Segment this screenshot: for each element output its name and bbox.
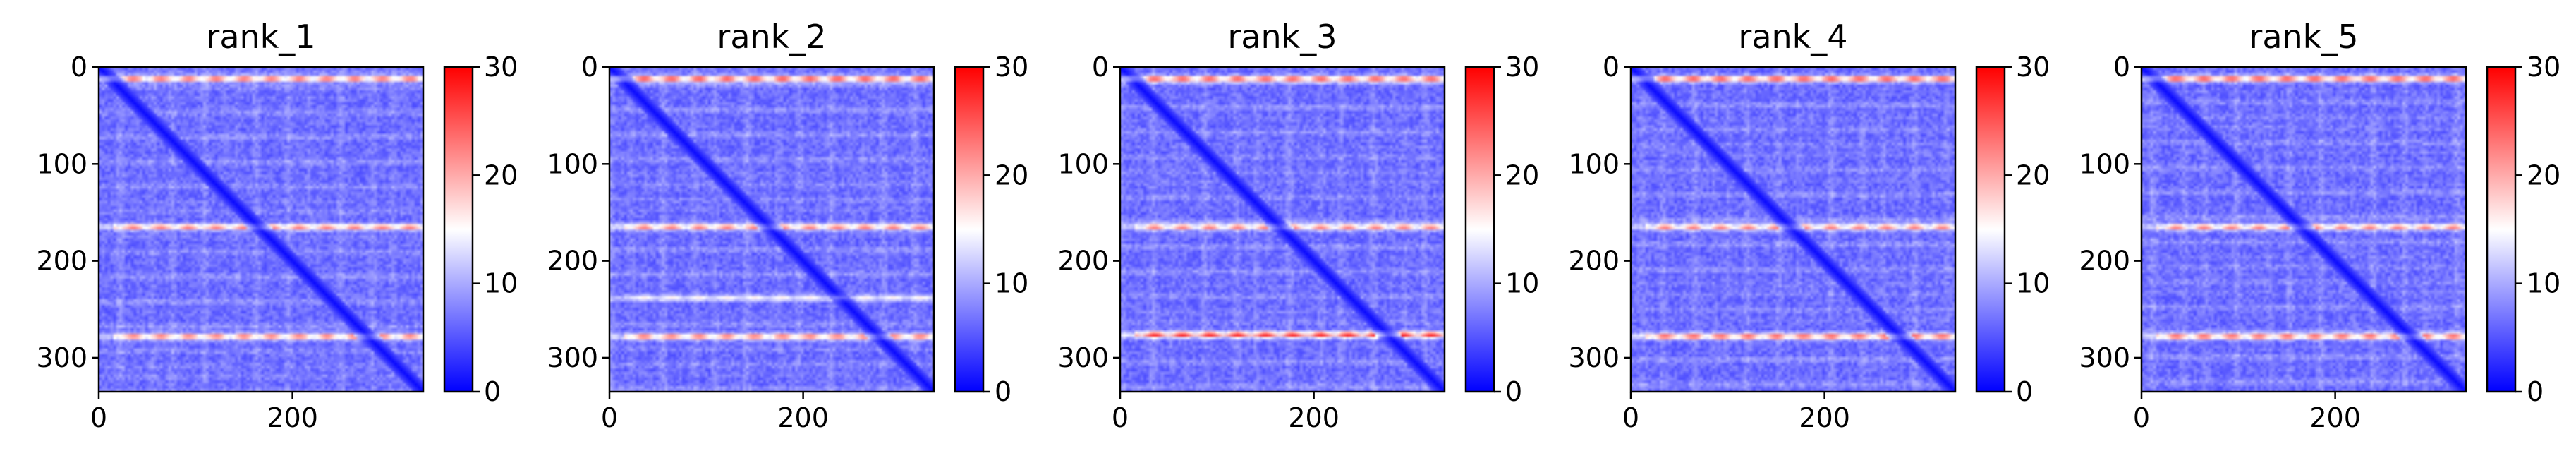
colorbar <box>1464 66 1495 393</box>
x-tick-label: 0 <box>1622 402 1639 433</box>
heatmap-image <box>609 67 934 392</box>
colorbar-tick-label: 30 <box>484 52 518 83</box>
x-tick-label: 0 <box>2133 402 2150 433</box>
colorbar <box>954 66 985 393</box>
colorbar-tick-label: 30 <box>2527 52 2560 83</box>
colorbar <box>443 66 474 393</box>
plot-frame <box>1119 66 1446 393</box>
y-tick-label: 0 <box>71 52 87 83</box>
y-tick-label: 0 <box>2113 52 2130 83</box>
y-tick-label: 0 <box>1603 52 1620 83</box>
y-tick-label: 0 <box>1092 52 1109 83</box>
plot-frame <box>608 66 935 393</box>
colorbar-tick-label: 30 <box>2016 52 2050 83</box>
x-tick-label: 200 <box>267 402 318 433</box>
y-tick-label: 200 <box>1568 246 1620 277</box>
heatmap-image <box>99 67 423 392</box>
colorbar-tick-label: 20 <box>995 160 1028 191</box>
colorbar-tick-label: 20 <box>484 160 518 191</box>
colorbar-tick-label: 10 <box>2016 268 2050 299</box>
colorbar-tick-label: 0 <box>1505 376 1522 407</box>
y-tick-label: 300 <box>1057 342 1109 373</box>
colorbar <box>1975 66 2006 393</box>
y-tick-label: 200 <box>36 246 87 277</box>
y-tick-label: 100 <box>1057 148 1109 179</box>
heatmap-image <box>1631 67 1955 392</box>
x-tick-label: 0 <box>1112 402 1129 433</box>
colorbar-tick-label: 20 <box>1505 160 1539 191</box>
x-tick-label: 200 <box>1799 402 1850 433</box>
colorbar <box>2486 66 2517 393</box>
x-tick-label: 200 <box>777 402 829 433</box>
y-tick-label: 100 <box>1568 148 1620 179</box>
y-tick-label: 100 <box>2079 148 2130 179</box>
colorbar-tick-label: 0 <box>484 376 501 407</box>
colorbar-tick-label: 20 <box>2016 160 2050 191</box>
y-tick-label: 100 <box>36 148 87 179</box>
panel-title: rank_5 <box>2249 18 2358 56</box>
panel-title: rank_1 <box>206 18 315 56</box>
y-tick-label: 100 <box>547 148 598 179</box>
y-tick-label: 200 <box>1057 246 1109 277</box>
heatmap-image <box>1120 67 1445 392</box>
y-tick-label: 300 <box>36 342 87 373</box>
colorbar-tick-label: 0 <box>2016 376 2033 407</box>
x-tick-label: 200 <box>1288 402 1339 433</box>
colorbar-tick-label: 0 <box>2527 376 2544 407</box>
x-tick-label: 0 <box>90 402 107 433</box>
x-tick-label: 200 <box>2309 402 2361 433</box>
colorbar-tick-label: 10 <box>2527 268 2560 299</box>
colorbar-tick-label: 20 <box>2527 160 2560 191</box>
colorbar-tick-label: 30 <box>1505 52 1539 83</box>
x-tick-label: 0 <box>601 402 618 433</box>
plot-frame <box>97 66 425 393</box>
colorbar-tick-label: 0 <box>995 376 1011 407</box>
y-tick-label: 300 <box>1568 342 1620 373</box>
panel-title: rank_4 <box>1738 18 1847 56</box>
panel-title: rank_2 <box>717 18 826 56</box>
colorbar-tick-label: 10 <box>1505 268 1539 299</box>
plot-frame <box>2140 66 2467 393</box>
panel-title: rank_3 <box>1227 18 1337 56</box>
colorbar-tick-label: 10 <box>484 268 518 299</box>
colorbar-tick-label: 10 <box>995 268 1028 299</box>
heatmap-image <box>2141 67 2466 392</box>
y-tick-label: 200 <box>2079 246 2130 277</box>
y-tick-label: 300 <box>547 342 598 373</box>
y-tick-label: 0 <box>581 52 598 83</box>
colorbar-tick-label: 30 <box>995 52 1028 83</box>
plot-frame <box>1629 66 1957 393</box>
y-tick-label: 300 <box>2079 342 2130 373</box>
y-tick-label: 200 <box>547 246 598 277</box>
